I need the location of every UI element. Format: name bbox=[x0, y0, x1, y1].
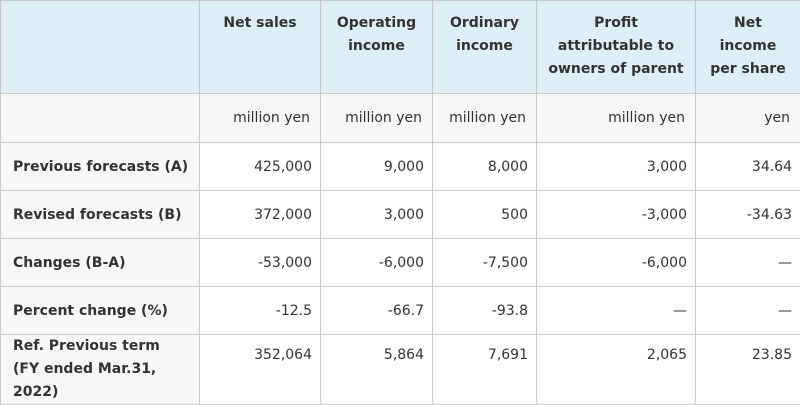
header-net-sales: Net sales bbox=[200, 1, 321, 94]
header-row: Net sales Operating income Ordinary inco… bbox=[1, 1, 800, 94]
value-cell: 352,064 bbox=[200, 335, 321, 405]
units-corner bbox=[1, 94, 200, 143]
value-cell: 9,000 bbox=[321, 143, 433, 191]
value-cell: -3,000 bbox=[537, 191, 696, 239]
value-cell: 5,864 bbox=[321, 335, 433, 405]
value-cell: 34.64 bbox=[696, 143, 800, 191]
header-profit-attributable: Profit attributable to owners of parent bbox=[537, 1, 696, 94]
value-cell: 3,000 bbox=[537, 143, 696, 191]
header-operating-income: Operating income bbox=[321, 1, 433, 94]
row-label: Previous forecasts (A) bbox=[1, 143, 200, 191]
value-cell: -93.8 bbox=[433, 287, 537, 335]
table-row-changes: Changes (B-A) -53,000 -6,000 -7,500 -6,0… bbox=[1, 239, 800, 287]
value-cell: -6,000 bbox=[321, 239, 433, 287]
row-label: Revised forecasts (B) bbox=[1, 191, 200, 239]
unit-cell: yen bbox=[696, 94, 800, 143]
value-cell: — bbox=[696, 239, 800, 287]
value-cell: 425,000 bbox=[200, 143, 321, 191]
value-cell: 500 bbox=[433, 191, 537, 239]
unit-cell: million yen bbox=[200, 94, 321, 143]
value-cell: 23.85 bbox=[696, 335, 800, 405]
value-cell: — bbox=[537, 287, 696, 335]
value-cell: -6,000 bbox=[537, 239, 696, 287]
value-cell: 2,065 bbox=[537, 335, 696, 405]
row-label: Ref. Previous term (FY ended Mar.31, 202… bbox=[1, 335, 200, 405]
value-cell: -7,500 bbox=[433, 239, 537, 287]
table-row-previous-term: Ref. Previous term (FY ended Mar.31, 202… bbox=[1, 335, 800, 405]
row-label: Percent change (%) bbox=[1, 287, 200, 335]
value-cell: -34.63 bbox=[696, 191, 800, 239]
table-row-revised-forecasts: Revised forecasts (B) 372,000 3,000 500 … bbox=[1, 191, 800, 239]
value-cell: -53,000 bbox=[200, 239, 321, 287]
value-cell: -12.5 bbox=[200, 287, 321, 335]
unit-cell: million yen bbox=[321, 94, 433, 143]
unit-cell: million yen bbox=[433, 94, 537, 143]
value-cell: -66.7 bbox=[321, 287, 433, 335]
header-corner bbox=[1, 1, 200, 94]
value-cell: 7,691 bbox=[433, 335, 537, 405]
header-ordinary-income: Ordinary income bbox=[433, 1, 537, 94]
value-cell: 372,000 bbox=[200, 191, 321, 239]
table-row-previous-forecasts: Previous forecasts (A) 425,000 9,000 8,0… bbox=[1, 143, 800, 191]
value-cell: 8,000 bbox=[433, 143, 537, 191]
header-net-income-per-share: Net income per share bbox=[696, 1, 800, 94]
value-cell: 3,000 bbox=[321, 191, 433, 239]
units-row: million yen million yen million yen mill… bbox=[1, 94, 800, 143]
unit-cell: million yen bbox=[537, 94, 696, 143]
table-row-percent-change: Percent change (%) -12.5 -66.7 -93.8 — — bbox=[1, 287, 800, 335]
row-label: Changes (B-A) bbox=[1, 239, 200, 287]
value-cell: — bbox=[696, 287, 800, 335]
